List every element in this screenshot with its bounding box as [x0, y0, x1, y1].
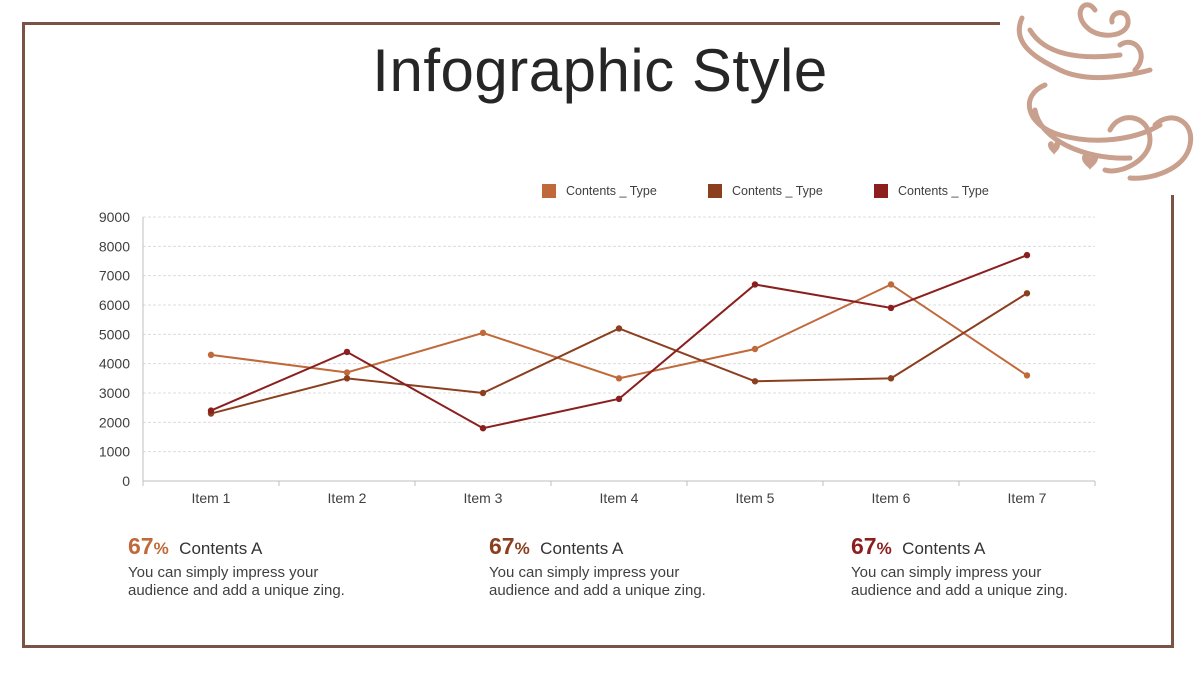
- info-description-line: audience and add a unique zing.: [851, 582, 1068, 599]
- data-point: [343, 348, 351, 356]
- y-tick-label: 4000: [99, 356, 130, 372]
- x-tick-label: Item 3: [464, 490, 503, 506]
- info-block-2: 67% Contents A You can simply impress yo…: [489, 533, 769, 600]
- data-point: [343, 375, 351, 382]
- data-point: [479, 389, 487, 397]
- data-point: [887, 375, 895, 382]
- x-tick-label: Item 4: [600, 490, 639, 506]
- data-point: [887, 281, 895, 288]
- y-tick-label: 5000: [99, 326, 130, 342]
- x-tick-label: Item 2: [328, 490, 367, 506]
- slide-title: Infographic Style: [372, 37, 828, 104]
- data-point: [479, 425, 487, 432]
- data-point: [751, 378, 759, 385]
- legend-swatch: [708, 184, 722, 198]
- y-tick-label: 2000: [99, 414, 130, 430]
- info-percent: 67: [489, 533, 515, 559]
- y-tick-label: 9000: [99, 209, 130, 225]
- y-tick-label: 7000: [99, 268, 130, 284]
- data-point: [479, 329, 487, 337]
- info-percent: 67: [128, 533, 154, 559]
- info-block-3: 67% Contents A You can simply impress yo…: [851, 533, 1131, 600]
- info-percent: 67: [851, 533, 877, 559]
- info-description-line: audience and add a unique zing.: [128, 582, 345, 599]
- data-point: [343, 369, 351, 376]
- y-tick-label: 1000: [99, 444, 130, 460]
- slide-frame: [22, 22, 1174, 648]
- series-line: [210, 254, 1028, 430]
- x-tick-label: Item 5: [736, 490, 775, 506]
- info-description-line: You can simply impress your: [128, 564, 319, 581]
- y-tick-label: 3000: [99, 385, 130, 401]
- legend-label: Contents _ Type: [732, 184, 823, 198]
- data-point: [615, 375, 623, 382]
- data-point: [751, 281, 759, 288]
- data-point: [1023, 290, 1031, 297]
- x-tick-label: Item 1: [192, 490, 231, 506]
- y-tick-label: 0: [122, 473, 130, 489]
- data-point: [887, 304, 895, 312]
- coffee-cup-hearts-icon: [1000, 0, 1200, 195]
- data-point: [751, 345, 759, 353]
- info-description-line: You can simply impress your: [851, 564, 1042, 581]
- y-tick-label: 6000: [99, 297, 130, 313]
- info-block-1: 67% Contents A You can simply impress yo…: [128, 533, 408, 600]
- x-tick-label: Item 6: [872, 490, 911, 506]
- data-point: [1023, 251, 1031, 259]
- info-heading: Contents A: [179, 539, 263, 558]
- data-point: [207, 351, 215, 359]
- data-point: [207, 407, 215, 414]
- series-line: [210, 292, 1028, 415]
- data-point: [1023, 372, 1031, 379]
- data-point: [615, 325, 623, 332]
- info-description-line: You can simply impress your: [489, 564, 680, 581]
- y-tick-label: 8000: [99, 238, 130, 254]
- info-percent-symbol: %: [153, 539, 169, 558]
- info-description-line: audience and add a unique zing.: [489, 582, 706, 599]
- info-percent-symbol: %: [514, 539, 530, 558]
- legend-swatch: [542, 184, 556, 198]
- info-heading: Contents A: [902, 539, 986, 558]
- legend-label: Contents _ Type: [566, 184, 657, 198]
- x-tick-label: Item 7: [1008, 490, 1047, 506]
- legend-label: Contents _ Type: [898, 184, 989, 198]
- data-point: [615, 395, 623, 403]
- info-heading: Contents A: [540, 539, 624, 558]
- legend-swatch: [874, 184, 888, 198]
- info-percent-symbol: %: [876, 539, 892, 558]
